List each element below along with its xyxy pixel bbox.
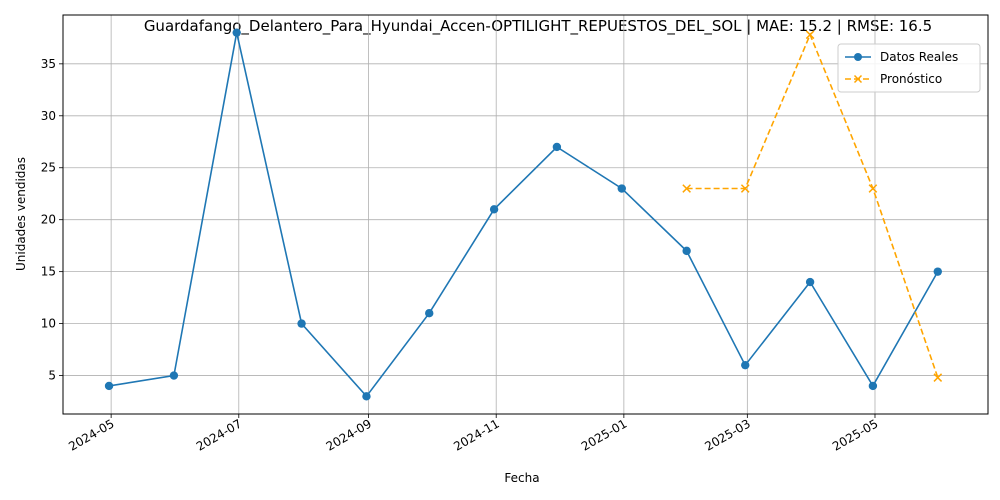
legend-swatch-marker [853,74,863,84]
data-point [489,205,499,214]
series-line [108,32,939,398]
series-layer [104,28,943,401]
series-2 [682,30,943,382]
data-point [362,392,371,401]
data-point [868,184,878,193]
y-tick-label: 35 [41,57,56,71]
x-tick-label: 2024-05 [66,416,116,453]
data-point [425,309,434,318]
y-axis: 5 10 15 20 25 30 35 [41,57,63,383]
grid [63,15,988,414]
y-tick-label: 30 [41,109,56,123]
data-point [741,360,750,370]
chart-title: Guardafango_Delantero_Para_Hyundai_Accen… [144,17,932,36]
data-point [617,184,626,193]
legend-label: Datos Reales [880,50,958,64]
plot-area-frame [62,14,989,415]
data-point [868,381,878,391]
data-point [933,267,942,276]
data-point [805,30,815,40]
data-point [933,373,943,382]
x-tick-label: 2025-05 [830,416,880,453]
data-point [169,371,179,380]
legend: Datos Reales Pronóstico [837,43,981,93]
y-tick-label: 15 [41,265,56,279]
data-point [104,381,114,391]
y-tick-label: 5 [48,369,56,383]
x-axis: 2024-05 2024-07 2024-09 2024-11 2025-01 2025-… [66,414,880,454]
data-point [740,184,750,193]
data-point [552,142,562,152]
x-axis-title: Fecha [504,471,539,485]
data-point [682,184,691,193]
data-point [232,28,241,37]
x-tick-label: 2025-01 [579,416,629,453]
data-point [297,319,306,328]
series-1 [104,28,942,401]
y-tick-label: 10 [41,317,56,331]
x-tick-label: 2025-03 [702,416,752,453]
legend-label: Pronóstico [880,72,942,86]
legend-entry: Pronóstico [845,72,942,86]
data-point [682,246,691,256]
x-tick-label: 2024-07 [194,416,244,453]
x-tick-label: 2024-11 [451,416,501,453]
y-axis-title: Unidades vendidas [14,157,28,271]
legend-box [837,43,981,93]
legend-swatch-marker [854,53,862,61]
x-tick-label: 2024-09 [324,416,374,453]
y-tick-label: 20 [41,213,56,227]
legend-entry: Datos Reales [845,50,958,64]
y-tick-label: 25 [41,161,56,175]
data-point [805,277,815,287]
